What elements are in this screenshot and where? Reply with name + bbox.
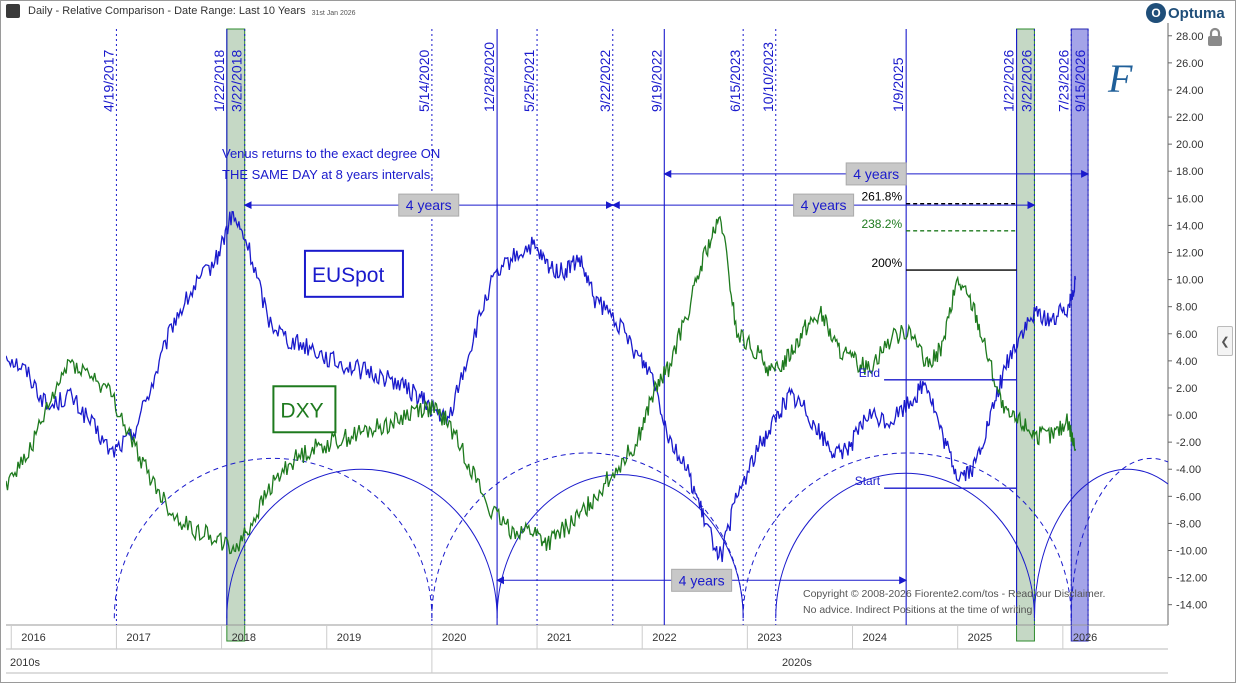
cycle-arcs	[113, 452, 1168, 619]
interval-label-box	[793, 193, 855, 217]
series-label: EUSpot	[312, 264, 385, 287]
y-tick-label: -14.00	[1176, 600, 1207, 612]
interval-label: 4 years	[679, 572, 725, 588]
y-tick-label: 16.00	[1176, 193, 1204, 205]
shaded-band-3	[1070, 28, 1089, 642]
level-label: 261.8%	[861, 190, 902, 204]
level-label: 238.2%	[861, 217, 902, 231]
y-tick-label: 8.00	[1176, 302, 1197, 314]
optuma-logo-icon: O	[1146, 3, 1166, 23]
y-tick-label: 4.00	[1176, 356, 1197, 368]
optuma-logo: O Optuma	[1146, 3, 1225, 23]
x-decade-label: 2010s	[10, 657, 40, 669]
x-tick-label: 2016	[21, 632, 45, 644]
date-label: 9/15/2026	[1072, 50, 1088, 112]
interval-label-box	[845, 162, 907, 186]
title-bar: Daily - Relative Comparison - Date Range…	[6, 2, 356, 20]
cycle-arc	[226, 469, 498, 619]
series-label-box	[272, 385, 337, 434]
x-tick-label: 2018	[232, 632, 256, 644]
date-label: 3/22/2018	[229, 50, 245, 112]
y-tick-label: 0.00	[1176, 410, 1197, 422]
interval-label: 4 years	[853, 166, 899, 182]
series-line-dxy	[6, 215, 1077, 555]
y-tick-label: -10.00	[1176, 546, 1207, 558]
date-label: 1/22/2026	[1001, 50, 1017, 112]
date-label: 3/22/2022	[597, 50, 613, 112]
cycle-arc	[496, 474, 744, 619]
lock-icon[interactable]	[1204, 26, 1226, 48]
y-tick-label: 26.00	[1176, 58, 1204, 70]
y-tick-label: 22.00	[1176, 112, 1204, 124]
copyright-line-1: Copyright © 2008-2026 Fiorente2.com/tos …	[803, 588, 1105, 600]
date-label: 1/9/2025	[890, 57, 906, 112]
y-tick-label: 28.00	[1176, 31, 1204, 43]
x-tick-label: 2017	[126, 632, 150, 644]
brand-name: Optuma	[1168, 4, 1225, 22]
x-tick-label: 2020	[442, 632, 466, 644]
interval-label: 4 years	[406, 197, 452, 213]
date-label: 3/22/2026	[1018, 50, 1034, 112]
date-label: 9/19/2022	[648, 50, 664, 112]
y-tick-label: 10.00	[1176, 275, 1204, 287]
date-label: 1/22/2018	[211, 50, 227, 112]
app-icon[interactable]	[6, 4, 20, 18]
x-tick-label: 2024	[863, 632, 887, 644]
series-label-box	[303, 249, 404, 298]
y-tick-label: 14.00	[1176, 220, 1204, 232]
copyright-line-2: No advice. Indirect Positions at the tim…	[803, 604, 1033, 616]
date-label: 7/23/2026	[1055, 50, 1071, 112]
y-tick-label: 12.00	[1176, 248, 1204, 260]
fiorente-signature-icon: F	[1107, 56, 1133, 101]
y-tick-label: 24.00	[1176, 85, 1204, 97]
interval-label-box	[671, 568, 733, 592]
level-label: End	[859, 366, 880, 380]
chart-title: Daily - Relative Comparison - Date Range…	[28, 5, 306, 17]
date-label: 4/19/2017	[100, 50, 116, 112]
cycle-arc	[775, 472, 1035, 619]
x-tick-label: 2026	[1073, 632, 1097, 644]
cycle-arc	[1033, 469, 1168, 619]
x-tick-label: 2019	[337, 632, 361, 644]
collapse-panel-button[interactable]: ❮	[1217, 326, 1233, 356]
series-label: DXY	[280, 399, 323, 422]
x-tick-label: 2025	[968, 632, 992, 644]
interval-label: 4 years	[801, 197, 847, 213]
date-label: 12/28/2020	[481, 42, 497, 112]
y-tick-label: -4.00	[1176, 464, 1201, 476]
y-tick-label: -8.00	[1176, 518, 1201, 530]
interval-label-box	[398, 193, 460, 217]
series-lines	[6, 210, 1077, 563]
x-tick-label: 2023	[757, 632, 781, 644]
cycle-arc	[431, 452, 744, 619]
note-line-1: Venus returns to the exact degree ON	[222, 146, 440, 161]
y-tick-label: 2.00	[1176, 383, 1197, 395]
date-label: 5/14/2020	[416, 50, 432, 112]
cycle-arc	[113, 457, 433, 619]
y-tick-label: 6.00	[1176, 329, 1197, 341]
series-line-euspot	[6, 210, 1077, 563]
x-tick-label: 2021	[547, 632, 571, 644]
level-label: 200%	[871, 256, 902, 270]
y-tick-label: 20.00	[1176, 139, 1204, 151]
x-decade-label: 2020s	[782, 657, 812, 669]
date-label: 6/15/2023	[727, 50, 743, 112]
cycle-arc	[1070, 458, 1168, 619]
y-tick-label: -6.00	[1176, 491, 1201, 503]
x-tick-label: 2022	[652, 632, 676, 644]
y-tick-label: 18.00	[1176, 166, 1204, 178]
level-label: Start	[855, 474, 881, 488]
date-label: 10/10/2023	[760, 42, 776, 112]
y-tick-label: -2.00	[1176, 437, 1201, 449]
date-stamp: 31st Jan 2026	[311, 9, 356, 17]
chevron-left-icon: ❮	[1220, 335, 1230, 348]
y-tick-label: -12.00	[1176, 573, 1207, 585]
date-label: 5/25/2021	[521, 50, 537, 112]
note-line-2: THE SAME DAY at 8 years intervals.	[222, 167, 434, 182]
